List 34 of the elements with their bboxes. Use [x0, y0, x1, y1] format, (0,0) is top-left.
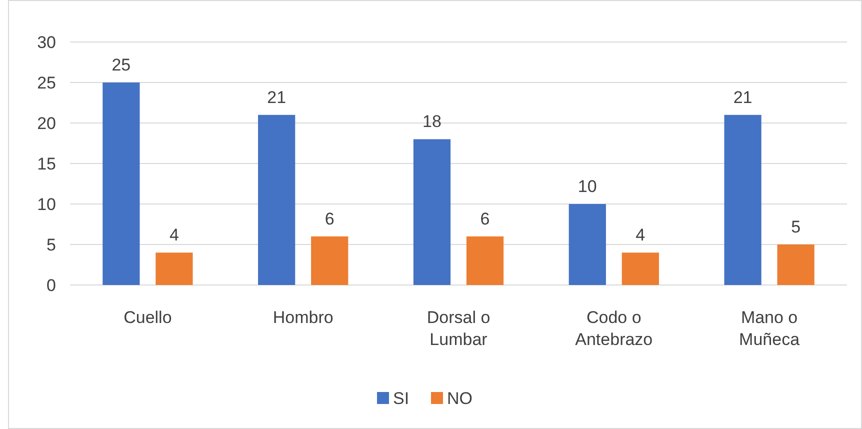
- bar: [777, 244, 814, 285]
- y-tick-label: 15: [37, 154, 56, 174]
- y-tick-label: 0: [46, 276, 56, 295]
- bar: [102, 82, 140, 285]
- y-tick-label: 30: [37, 32, 56, 52]
- bar: [622, 252, 659, 285]
- data-label: 4: [169, 226, 179, 245]
- data-label: 10: [578, 177, 597, 196]
- bar: [156, 252, 193, 285]
- data-label: 6: [480, 209, 490, 228]
- data-label: 25: [112, 56, 131, 74]
- legend-label: SI: [393, 388, 410, 408]
- bar: [724, 114, 762, 285]
- data-label: 18: [422, 112, 442, 132]
- y-tick-label: 5: [46, 235, 56, 254]
- data-label: 4: [636, 226, 646, 245]
- y-tick-label: 20: [37, 114, 56, 133]
- y-tick-label: 25: [37, 73, 56, 92]
- bar: [258, 114, 296, 285]
- data-label: 5: [791, 218, 801, 236]
- x-tick-label: Codo o Antebrazo: [575, 308, 653, 349]
- bar: [311, 236, 348, 285]
- legend-label: NO: [447, 388, 472, 408]
- bar: [466, 236, 504, 285]
- x-tick-label: Hombro: [272, 308, 334, 327]
- x-tick-label: Mano o Muñeca: [739, 308, 800, 349]
- data-label: 6: [324, 209, 334, 228]
- y-tick-label: 10: [37, 194, 56, 214]
- x-tick-label: Cuello: [124, 308, 172, 327]
- x-tick-label: Dorsal o Lumbar: [426, 308, 490, 349]
- data-label: 21: [733, 88, 752, 107]
- bar: [568, 204, 606, 285]
- data-label: 21: [267, 88, 286, 107]
- bar: [413, 139, 451, 285]
